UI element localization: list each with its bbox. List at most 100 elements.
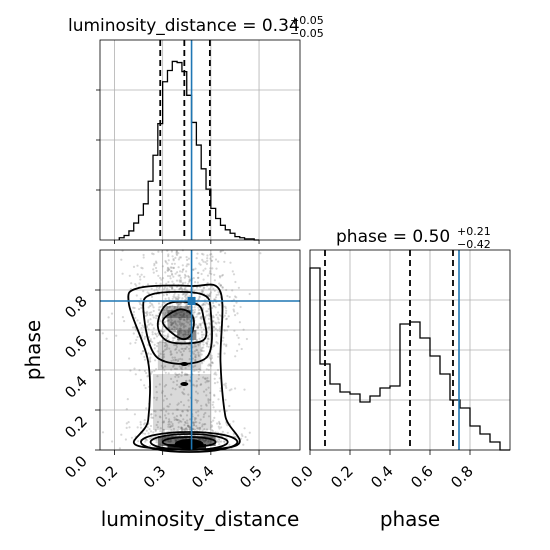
sample-point (184, 275, 187, 278)
sample-point (200, 272, 203, 276)
sample-point (206, 310, 209, 313)
sample-point (177, 304, 180, 307)
sample-point (179, 270, 182, 273)
panel-frame (99, 39, 301, 241)
sample-point (156, 396, 159, 399)
sample-point (164, 348, 167, 351)
sample-point (168, 306, 171, 309)
sample-point (166, 336, 169, 339)
sample-point (232, 273, 236, 276)
sample-point (175, 323, 178, 326)
sample-point (169, 305, 172, 308)
sample-point (198, 312, 201, 315)
sample-point (157, 274, 160, 277)
contour-speck (180, 362, 189, 366)
sample-point (206, 259, 209, 262)
sample-point (225, 422, 228, 425)
sample-point (194, 398, 197, 401)
sample-point (211, 306, 214, 309)
sample-point (210, 424, 213, 427)
x-tick-label: 0.8 (447, 462, 477, 492)
sample-point (171, 412, 174, 415)
sample-point (175, 331, 179, 334)
sample-point (175, 351, 178, 354)
sample-point (101, 431, 105, 434)
sample-point (215, 322, 218, 325)
sample-point (211, 425, 214, 428)
sample-point (216, 342, 219, 345)
sample-point (181, 288, 184, 291)
sample-point (146, 439, 149, 442)
sample-point (168, 275, 172, 278)
contour-speck (180, 382, 189, 386)
sample-point (166, 405, 169, 408)
sample-point (165, 307, 168, 310)
sample-point (163, 320, 166, 323)
sample-point (181, 323, 184, 326)
sample-point (225, 288, 228, 292)
sample-point (230, 388, 233, 391)
sample-point (214, 410, 217, 413)
sample-point (214, 321, 217, 324)
sample-point (152, 268, 155, 271)
sample-point (177, 266, 180, 269)
sample-point (229, 261, 232, 264)
sample-point (184, 325, 187, 328)
sample-point (202, 415, 205, 419)
sample-point (164, 311, 167, 315)
sample-point (234, 355, 237, 358)
sample-point (172, 427, 175, 430)
sample-point (139, 278, 142, 281)
sample-point (225, 409, 228, 412)
sample-point (225, 329, 229, 332)
sample-point (178, 365, 181, 368)
sample-point (160, 330, 163, 333)
sample-point (161, 430, 164, 433)
sample-point (217, 425, 220, 428)
sample-point (205, 379, 208, 382)
sample-point (150, 372, 153, 375)
sample-point (156, 420, 159, 424)
sample-point (183, 333, 187, 336)
sample-point (184, 427, 188, 430)
sample-point (174, 321, 177, 325)
sample-point (156, 314, 159, 317)
sample-point (151, 304, 154, 307)
sample-point (188, 340, 191, 343)
sample-point (186, 318, 189, 321)
sample-point (205, 302, 208, 305)
sample-point (209, 391, 212, 394)
sample-point (199, 316, 202, 319)
contour-level (161, 308, 195, 340)
sample-point (209, 270, 212, 273)
sample-point (174, 343, 177, 346)
sample-point (178, 330, 181, 333)
sample-point (155, 398, 158, 401)
sample-point (163, 313, 166, 316)
sample-point (184, 367, 187, 370)
sample-point (219, 250, 222, 253)
x-tick-label: 0.2 (327, 462, 357, 492)
sample-point (196, 271, 199, 275)
sample-point (185, 256, 188, 259)
sample-point (175, 373, 178, 376)
sample-point (156, 350, 159, 353)
sample-point (165, 348, 168, 351)
sample-point (153, 343, 156, 346)
sample-point (215, 373, 218, 376)
sample-point (165, 309, 168, 312)
sample-point (187, 327, 191, 330)
sample-point (129, 342, 132, 345)
sample-point (136, 426, 139, 429)
sample-point (161, 421, 164, 424)
sample-point (210, 354, 213, 357)
sample-point (135, 284, 138, 287)
sample-point (171, 336, 174, 340)
sample-point (155, 317, 158, 320)
sample-point (142, 253, 145, 257)
sample-point (187, 424, 190, 427)
sample-point (216, 381, 219, 384)
sample-point (184, 372, 187, 375)
sample-point (166, 311, 170, 314)
sample-point (180, 400, 183, 404)
